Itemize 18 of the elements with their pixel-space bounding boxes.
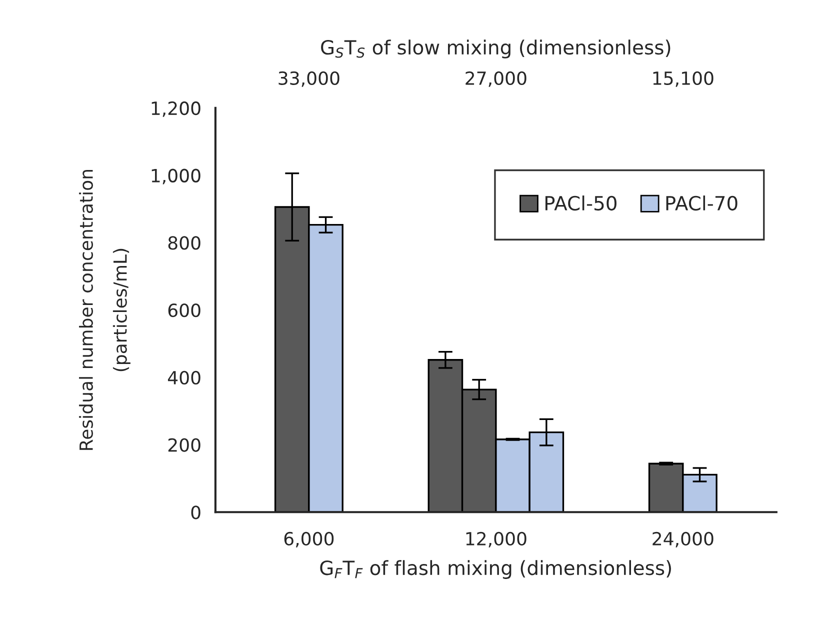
x-axis-title: G$_{F}$T$_{F}$ of flash mixing (dimensionless): [320, 560, 671, 579]
legend-label: PACl-50: [545, 196, 616, 211]
x2-axis-title: G$_{S}$T$_{S}$ of slow mixing (dimensionless): [321, 40, 670, 58]
y-tick-label: 200: [168, 438, 200, 452]
y-tick-label: 1,000: [152, 168, 200, 184]
y-tick-label: 800: [168, 236, 200, 250]
y-tick-label: 1,200: [152, 101, 200, 117]
y-tick-label: 600: [168, 304, 200, 318]
text: 33,000: [278, 71, 340, 87]
y-tick-label: 0: [191, 506, 200, 520]
text: 15,100: [653, 71, 714, 87]
x-tick-label: 6,000: [284, 532, 334, 548]
x-tick-label: 24,000: [652, 532, 714, 548]
y-tick-label: 400: [168, 370, 200, 385]
text: 27,000: [466, 71, 526, 87]
legend-label: PACl-70: [666, 196, 738, 211]
x-tick-label: 12,000: [466, 532, 526, 548]
y-axis-title: Residual number concentration (particles/mL): [79, 170, 130, 450]
